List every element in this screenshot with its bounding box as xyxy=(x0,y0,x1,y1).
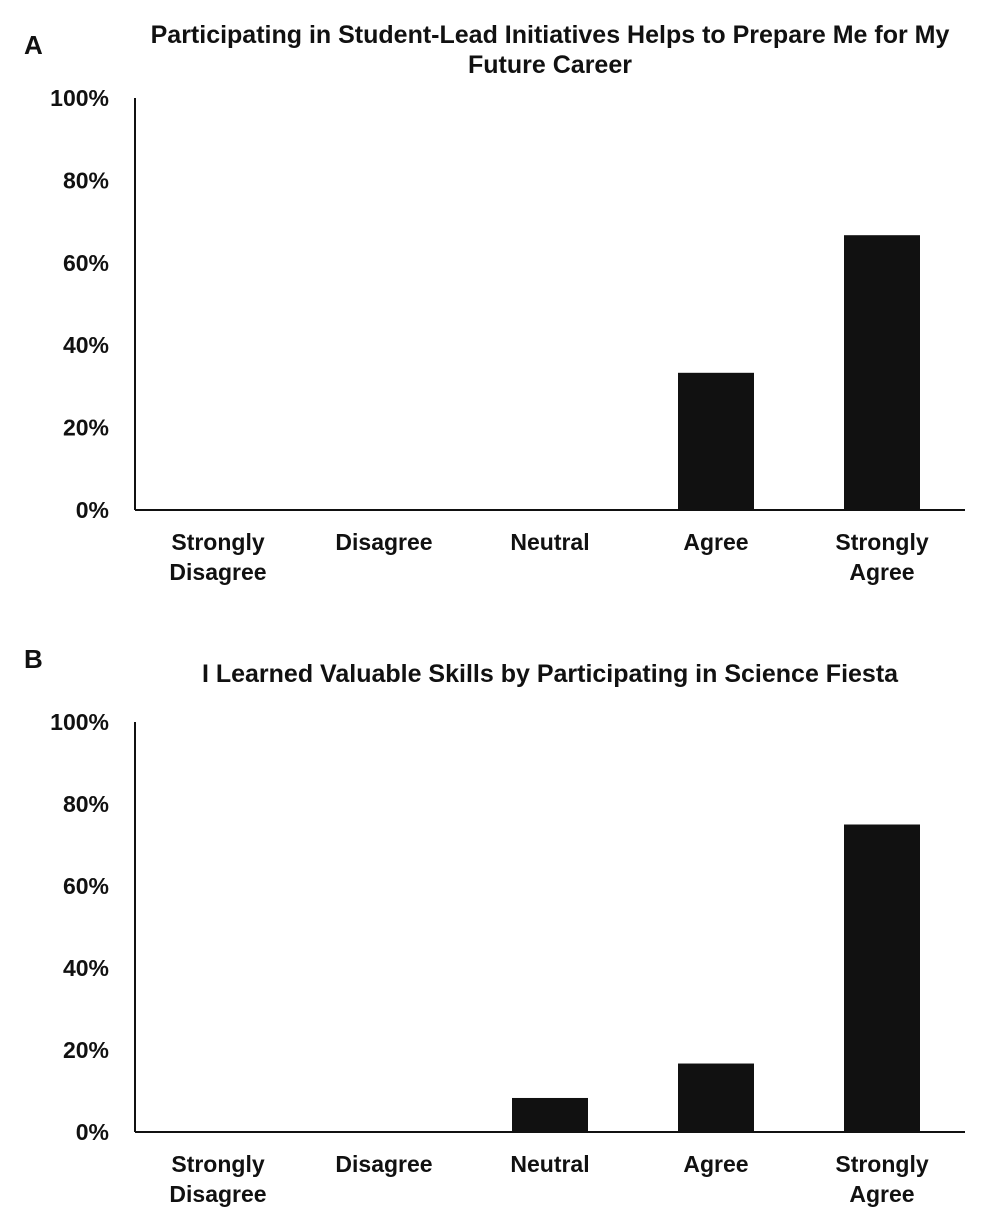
x-tick-label: Agree xyxy=(683,1151,748,1177)
x-tick-label: Disagree xyxy=(335,529,432,555)
x-tick-label: Strongly Agree xyxy=(835,529,928,585)
chart-panel-b: 0% 20% 40% 60% 80% 100% Strongly Disagree Disagr… xyxy=(0,614,1000,1228)
bar xyxy=(844,235,920,511)
x-tick-label: Agree xyxy=(683,529,748,555)
x-tick-label: Neutral xyxy=(510,1151,589,1177)
x-tick-label: Strongly Disagree xyxy=(169,1151,266,1207)
y-tick-label: 100% xyxy=(50,709,109,735)
chart-title: Participating in Student-Lead Initiative… xyxy=(150,21,950,79)
y-tick-label: 40% xyxy=(63,332,109,358)
y-tick-label: 80% xyxy=(63,791,109,817)
y-tick-label: 40% xyxy=(63,955,109,981)
y-tick-label: 60% xyxy=(63,250,109,276)
bar xyxy=(512,1097,588,1132)
bar xyxy=(678,1063,754,1132)
x-tick-label: Neutral xyxy=(510,529,589,555)
x-tick-label: Strongly Agree xyxy=(835,1151,928,1207)
x-tick-label: Strongly Disagree xyxy=(169,529,266,585)
y-tick-label: 0% xyxy=(76,497,109,523)
y-tick-label: 0% xyxy=(76,1119,109,1145)
x-tick-label: Disagree xyxy=(335,1151,432,1177)
chart-svg-a: 0% 20% 40% 60% 80% 100% Strongly Disagree Disagr… xyxy=(50,85,965,585)
bar xyxy=(844,824,920,1132)
y-tick-label: 20% xyxy=(63,1037,109,1063)
panel-label: B xyxy=(24,644,43,674)
chart-title: I Learned Valuable Skills by Participati… xyxy=(201,660,899,688)
y-tick-label: 80% xyxy=(63,167,109,193)
chart-panel-a: 0% 20% 40% 60% 80% 100% Strongly Disagree Disagr… xyxy=(24,21,965,585)
y-tick-label: 20% xyxy=(63,415,109,441)
panel-label: A xyxy=(24,30,43,60)
y-tick-label: 60% xyxy=(63,873,109,899)
chart-svg-b: 0% 20% 40% 60% 80% 100% Strongly Disagree Disagr… xyxy=(50,709,965,1207)
y-tick-label: 100% xyxy=(50,85,109,111)
bar xyxy=(678,372,754,510)
